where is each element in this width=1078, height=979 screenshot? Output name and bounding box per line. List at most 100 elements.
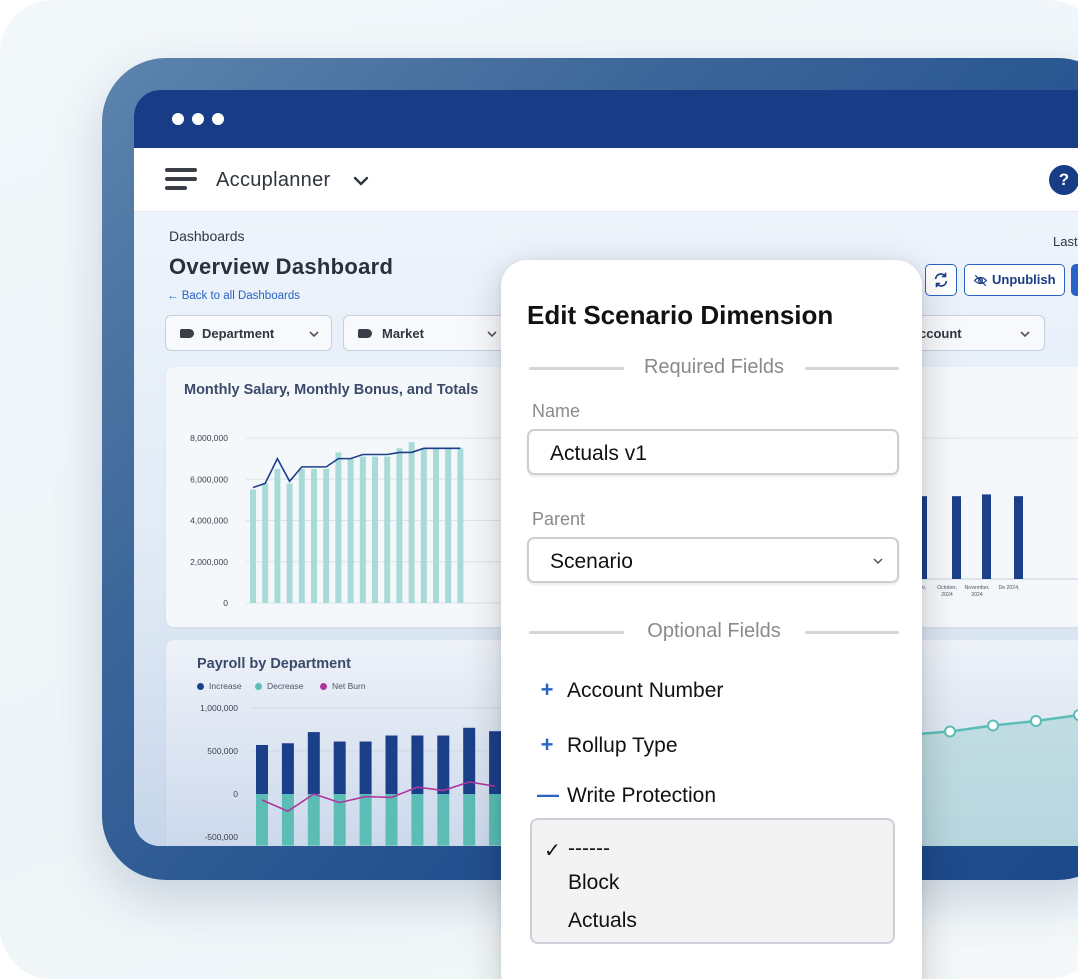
chevron-down-icon[interactable]: [352, 172, 370, 190]
back-link[interactable]: ← Back to all Dashboards: [167, 290, 300, 302]
increase-bar: [437, 735, 450, 794]
salary-bar: [250, 489, 256, 603]
salary-bar: [311, 468, 317, 603]
decrease-bar: [411, 794, 424, 846]
plus-icon: +: [540, 677, 554, 702]
write-protection-listbox[interactable]: ✓ ------ Block Actuals: [530, 818, 895, 944]
parent-select[interactable]: Scenario: [527, 537, 899, 583]
salary-bar: [384, 456, 391, 603]
edit-scenario-dialog: Edit Scenario Dimension Required Fields …: [501, 260, 922, 979]
minus-icon: —: [537, 782, 559, 807]
filter-label: Market: [382, 326, 424, 341]
increase-bar: [411, 735, 424, 794]
net-burn-line: [261, 781, 496, 813]
help-button[interactable]: ?: [1049, 165, 1078, 195]
option-actuals[interactable]: Actuals: [568, 909, 637, 932]
salary-bar: [457, 448, 464, 603]
dialog-title: Edit Scenario Dimension: [527, 300, 834, 330]
filter-department[interactable]: Department: [165, 315, 332, 351]
decrease-bar: [463, 794, 476, 846]
monthly-bar: [1014, 496, 1023, 579]
salary-chart: 8,000,000 6,000,000 4,000,000 2,000,000 0: [190, 433, 566, 608]
increase-bar: [281, 743, 294, 794]
name-input[interactable]: Actuals v1: [527, 429, 899, 475]
decrease-bar: [333, 794, 346, 846]
plus-icon: +: [540, 732, 554, 757]
y-tick-label: 1,000,000: [200, 703, 238, 713]
parent-select-value: Scenario: [550, 550, 633, 573]
checkmark-icon: ✓: [544, 840, 561, 862]
salary-bar: [420, 448, 427, 603]
legend-net-burn: Net Burn: [320, 681, 366, 691]
salary-bar: [286, 483, 293, 603]
unpublish-label: Unpublish: [992, 272, 1056, 287]
filter-label: ccount: [919, 326, 962, 341]
salary-bar: [335, 452, 342, 603]
refresh-button[interactable]: [925, 264, 957, 296]
increase-bar: [256, 744, 268, 794]
unpublish-button[interactable]: Unpublish: [964, 264, 1065, 296]
optional-field-label: Rollup Type: [567, 734, 678, 757]
app-name[interactable]: Accuplanner: [216, 169, 331, 191]
salary-bar: [433, 448, 439, 603]
y-tick-label: 4,000,000: [190, 516, 228, 526]
decrease-bar: [281, 794, 294, 846]
monthly-bar: [982, 494, 991, 579]
increase-bar: [333, 741, 346, 794]
chart-title: Monthly Salary, Monthly Bonus, and Total…: [184, 382, 479, 398]
tag-icon: [358, 329, 372, 338]
decrease-bar: [437, 794, 450, 846]
window-dot[interactable]: [212, 113, 224, 125]
decrease-bar: [489, 794, 502, 846]
optional-fields-heading: Optional Fields: [529, 620, 899, 644]
decrease-bar: [359, 794, 372, 846]
salary-bar: [408, 442, 415, 603]
y-tick-label: -500,000: [204, 832, 238, 842]
x-tick-label: November,: [964, 585, 989, 591]
x-tick-label: October,: [937, 585, 957, 591]
add-rollup-type[interactable]: + Rollup Type: [537, 732, 678, 758]
optional-field-label: Write Protection: [567, 784, 716, 807]
parent-label: Parent: [532, 509, 586, 529]
salary-bar: [298, 468, 305, 603]
hamburger-menu-icon[interactable]: [165, 168, 197, 192]
refresh-icon: [934, 272, 948, 288]
salary-bar: [323, 468, 330, 603]
window-dot[interactable]: [192, 113, 204, 125]
y-tick-label: 2,000,000: [190, 557, 228, 567]
area-line: [854, 713, 1078, 741]
name-label: Name: [532, 401, 581, 421]
salary-bar: [359, 456, 366, 603]
remove-write-protection[interactable]: — Write Protection: [537, 782, 716, 808]
salary-bar: [347, 458, 354, 603]
monthly-bar: [952, 496, 961, 579]
app-header: Accuplanner ?: [134, 148, 1078, 212]
salary-bar: [372, 456, 378, 603]
chart-title: Payroll by Department: [197, 656, 351, 672]
salary-bar: [396, 448, 403, 603]
area-point: [1073, 709, 1078, 721]
increase-bar: [463, 727, 476, 794]
back-link-label: Back to all Dashboards: [181, 290, 300, 302]
salary-bar: [262, 483, 269, 603]
primary-action-button[interactable]: [1071, 264, 1078, 296]
area-point: [987, 719, 999, 732]
monthly-bar: [918, 496, 927, 579]
increase-bar: [385, 735, 398, 794]
window-dot[interactable]: [172, 113, 184, 125]
y-tick-label: 8,000,000: [190, 433, 228, 443]
tag-icon: [180, 329, 194, 338]
area-point: [944, 725, 956, 738]
x-tick-label: 2024: [941, 592, 953, 598]
option-block[interactable]: Block: [568, 871, 620, 894]
breadcrumb[interactable]: Dashboards: [169, 228, 245, 244]
optional-field-label: Account Number: [567, 679, 724, 702]
add-account-number[interactable]: + Account Number: [537, 677, 724, 703]
salary-bar: [445, 448, 452, 603]
option-none[interactable]: ------: [568, 837, 610, 860]
decrease-bar: [385, 794, 398, 846]
decrease-bar: [256, 794, 268, 846]
filter-market[interactable]: Market: [343, 315, 513, 351]
increase-bar: [307, 732, 320, 794]
x-tick-label: 2024: [971, 592, 983, 598]
